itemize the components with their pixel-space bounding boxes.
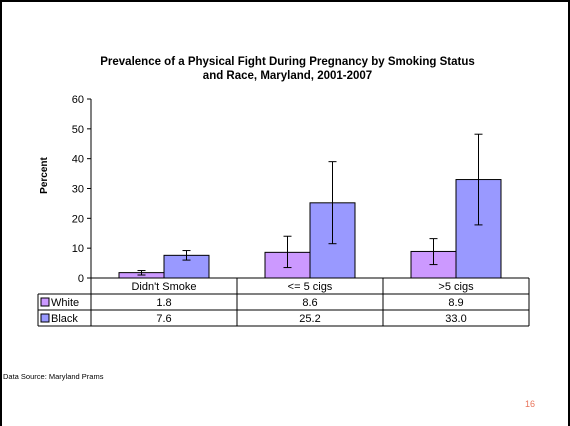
y-tick-label: 10 bbox=[72, 243, 84, 255]
legend-label-black: Black bbox=[51, 313, 78, 325]
table-cell-value: 33.0 bbox=[445, 313, 466, 325]
legend-label-white: White bbox=[51, 297, 79, 309]
x-category-label: Didn't Smoke bbox=[131, 281, 196, 293]
chart-title-line-1: Prevalence of a Physical Fight During Pr… bbox=[100, 56, 475, 68]
y-tick-label: 50 bbox=[72, 124, 84, 136]
table-cell-value: 8.9 bbox=[448, 297, 463, 309]
table-cell-value: 8.6 bbox=[302, 297, 317, 309]
data-source-note: Data Source: Maryland Prams bbox=[3, 372, 104, 381]
y-tick-label: 40 bbox=[72, 154, 84, 166]
y-tick-label: 20 bbox=[72, 213, 84, 225]
legend-swatch-black bbox=[40, 313, 50, 323]
table-cell-value: 25.2 bbox=[299, 313, 320, 325]
chart-title: Prevalence of a Physical Fight During Pr… bbox=[75, 55, 500, 83]
table-cell-value: 7.6 bbox=[156, 313, 171, 325]
x-category-label: >5 cigs bbox=[438, 281, 474, 293]
chart-title-line-2: and Race, Maryland, 2001-2007 bbox=[202, 70, 373, 82]
table-cell-value: 1.8 bbox=[156, 297, 171, 309]
x-category-label: <= 5 cigs bbox=[288, 281, 333, 293]
y-tick-label: 60 bbox=[72, 94, 84, 106]
legend-swatch-white bbox=[40, 297, 50, 307]
page-number: 16 bbox=[525, 399, 536, 409]
y-tick-label: 30 bbox=[72, 184, 84, 196]
y-tick-label: 0 bbox=[78, 273, 84, 285]
